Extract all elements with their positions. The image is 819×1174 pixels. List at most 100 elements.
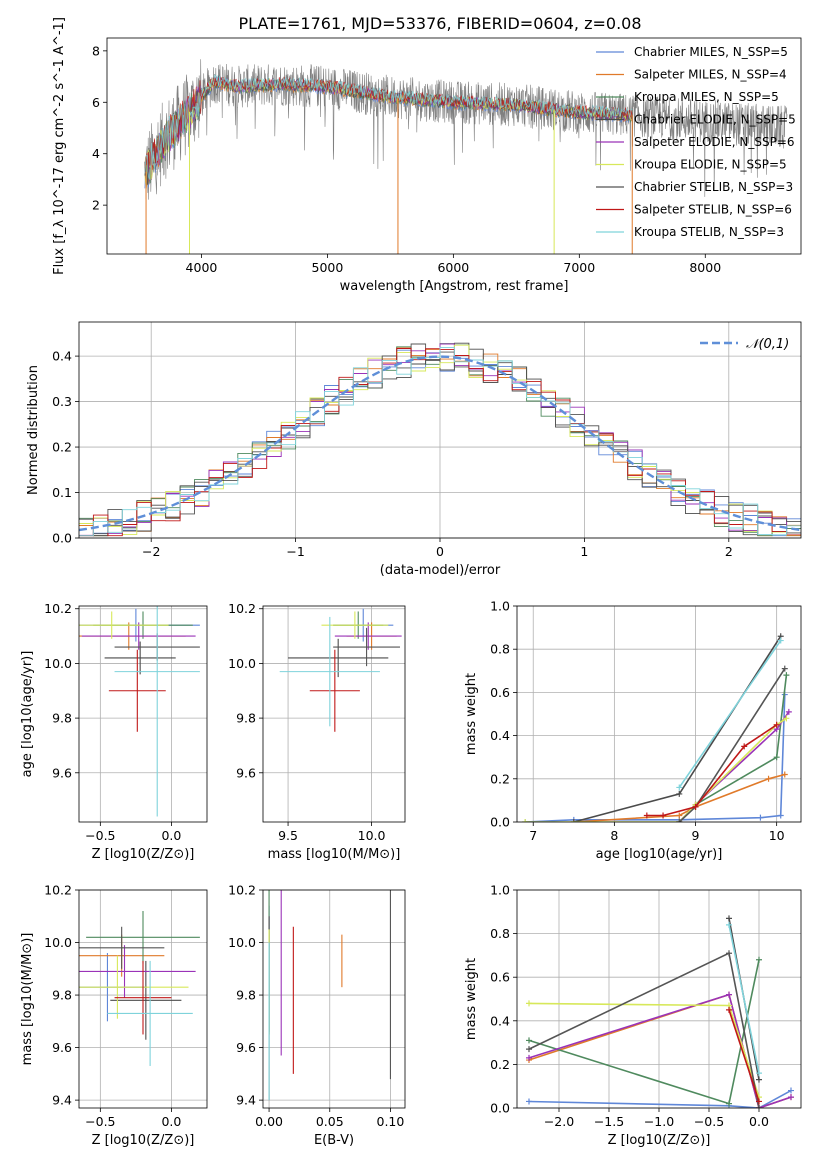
weight-marker (756, 1098, 762, 1105)
y-tick-label: 0.6 (490, 685, 510, 700)
weight-series-line (525, 717, 787, 822)
y-tick-label: 10.0 (228, 656, 256, 671)
x-tick-label: 4000 (186, 260, 218, 275)
y-tick-label: 10.0 (44, 935, 72, 950)
weight-marker (777, 812, 784, 819)
y-tick-label: 8 (92, 43, 100, 58)
weight-marker (726, 915, 732, 922)
weight-series-line (728, 1009, 760, 1102)
y-tick-label: 0.2 (490, 1057, 510, 1072)
weight-marker (765, 775, 772, 782)
x-tick-label: −0.5 (85, 1114, 115, 1129)
axes-frame (516, 605, 802, 823)
legend-label: Salpeter ELODIE, N_SSP=6 (634, 135, 795, 149)
x-tick-label: 7 (529, 828, 537, 843)
axes-frame (262, 605, 406, 823)
x-tick-label: 7000 (563, 260, 595, 275)
x-tick-label: 0.10 (377, 1114, 405, 1129)
model-spectrum-line (144, 74, 633, 180)
weight-marker (526, 1054, 532, 1061)
axes-frame (262, 889, 406, 1109)
weight-marker (756, 1070, 762, 1077)
legend-label: Kroupa STELIB, N_SSP=3 (634, 225, 784, 239)
axes-frame (106, 37, 802, 255)
weight-marker (783, 672, 790, 679)
weight-marker (526, 1046, 532, 1053)
x-axis-label: age [log10(age/yr)] (596, 847, 723, 862)
x-axis-label: (data-model)/error (380, 563, 501, 578)
weight-marker (522, 819, 529, 822)
spectrum-panel: 4000 5000 6000 7000 8000 2 4 6 8 wavelength [Angs… (52, 17, 802, 294)
y-axis-label: age [log10(age/yr)] (20, 651, 35, 778)
legend-label: Kroupa MILES, N_SSP=5 (634, 90, 779, 104)
weight-marker (783, 715, 790, 722)
spectrum-legend: Chabrier MILES, N_SSP=5 Salpeter MILES, N… (596, 45, 796, 239)
age-vs-mass-panel: 9.5 10.0 9.6 9.8 10.0 10.2 mass [log10(M/M⊙)] (228, 601, 406, 862)
x-tick-label: 8 (610, 828, 618, 843)
x-tick-label: −2.0 (544, 1114, 574, 1129)
x-tick-label: −1.0 (644, 1114, 674, 1129)
weight-marker (788, 1087, 794, 1094)
weight-series-line (728, 924, 760, 1074)
age-vs-metallicity-panel: −0.5 0.0 9.6 9.8 10.0 10.2 Z [log10(Z/Z⊙)] age … (20, 601, 208, 862)
weight-marker (785, 708, 792, 715)
y-tick-label: 9.6 (236, 765, 256, 780)
x-tick-label: −1 (286, 544, 304, 559)
weight-marker (676, 784, 683, 791)
mass-vs-reddening-panel: 0.00 0.05 0.10 9.4 9.6 9.8 10.0 10.2 E(B-V) (228, 883, 406, 1148)
x-tick-label: −0.5 (85, 828, 115, 843)
y-tick-label: 0.1 (52, 485, 72, 500)
legend-label: Chabrier STELIB, N_SSP=3 (634, 180, 793, 194)
weight-marker (741, 743, 748, 750)
weight-marker (676, 819, 683, 822)
weight-marker (676, 790, 683, 797)
x-tick-label: 10 (769, 828, 785, 843)
y-tick-label: 9.8 (52, 711, 72, 726)
y-tick-label: 0.0 (490, 1101, 510, 1116)
weight-marker (757, 814, 764, 821)
y-axis-label: mass weight (464, 673, 479, 755)
histogram-lines (79, 342, 801, 537)
weight-marker (726, 950, 732, 957)
x-tick-label: 0.05 (316, 1114, 344, 1129)
weight-marker (526, 1098, 532, 1105)
x-tick-label: −0.5 (694, 1114, 724, 1129)
y-tick-label: 9.8 (236, 711, 256, 726)
spectrum-lines (144, 59, 788, 254)
y-tick-label: 9.8 (236, 988, 256, 1003)
axes-frame (78, 889, 208, 1109)
x-axis-label: Z [log10(Z/Z⊙)] (608, 1133, 711, 1148)
y-tick-label: 10.0 (228, 935, 256, 950)
weight-series-line (528, 1002, 760, 1098)
x-tick-label: 2 (725, 544, 733, 559)
y-tick-label: 9.6 (52, 765, 72, 780)
x-tick-label: −1.5 (594, 1114, 624, 1129)
weight-series-line (528, 1089, 792, 1108)
y-tick-label: 1.0 (490, 599, 510, 614)
y-tick-label: 0.4 (490, 1013, 510, 1028)
massweight-vs-metallicity-panel: −2.0 −1.5 −1.0 −0.5 0.0 0.0 0.2 0.4 0.6 0.8 1.0 Z [… (464, 883, 802, 1148)
normal-curve (79, 355, 801, 532)
y-tick-label: 2 (92, 198, 100, 213)
x-tick-label: 0.0 (161, 1114, 181, 1129)
legend-label: Chabrier MILES, N_SSP=5 (634, 45, 788, 59)
weight-marker (773, 721, 780, 728)
x-tick-label: 9 (692, 828, 700, 843)
weight-marker (570, 819, 577, 822)
y-tick-label: 0.4 (52, 349, 72, 364)
weight-marker (773, 754, 780, 761)
y-tick-label: 0.8 (490, 926, 510, 941)
y-axis-label: Flux [f_λ 10^-17 erg cm^-2 s^-1 A^-1] (52, 17, 67, 275)
y-axis-label: mass [log10(M/M⊙)] (20, 933, 35, 1066)
figure-title: PLATE=1761, MJD=53376, FIBERID=0604, z=0… (238, 14, 641, 33)
y-tick-label: 9.4 (52, 1093, 72, 1108)
weight-marker (726, 1100, 732, 1107)
weight-marker (756, 956, 762, 963)
weight-marker (777, 637, 784, 644)
y-tick-label: 6 (92, 95, 100, 110)
y-tick-label: 9.6 (52, 1040, 72, 1055)
errorbars (79, 911, 200, 1066)
x-tick-label: 5000 (312, 260, 344, 275)
weight-series-line (528, 993, 792, 1108)
x-tick-label: 0 (436, 544, 444, 559)
